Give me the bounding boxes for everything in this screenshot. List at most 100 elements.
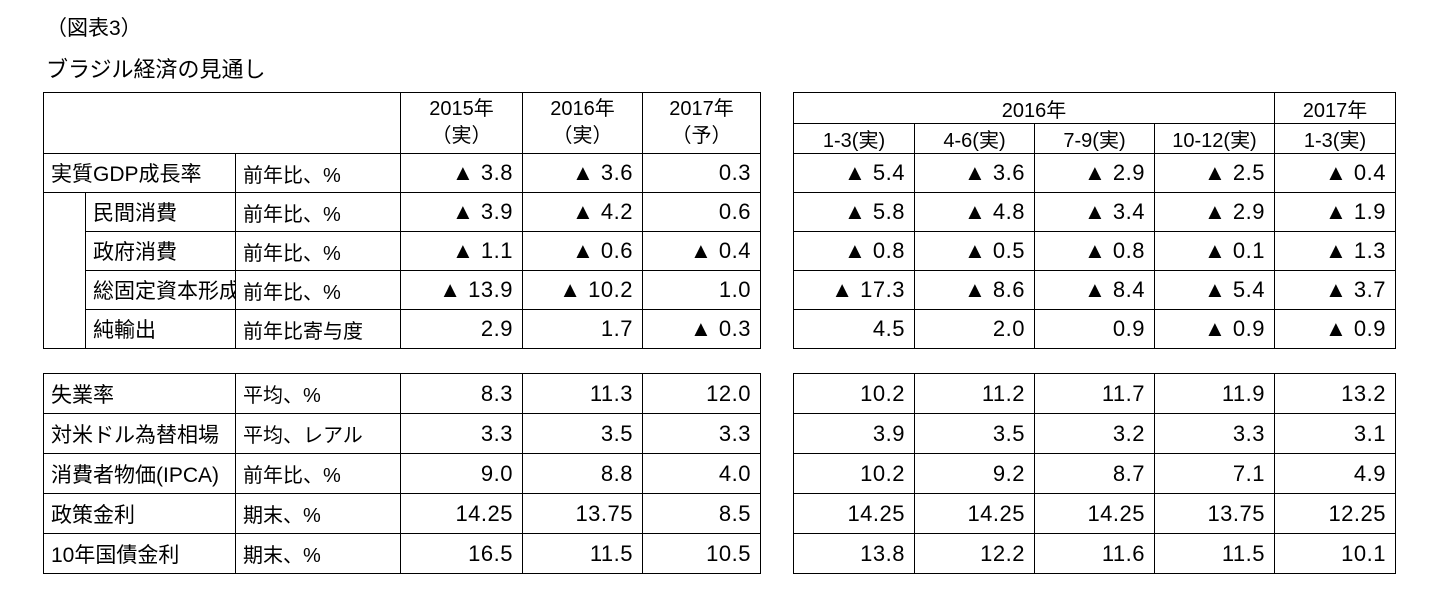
- value-cell: 14.25: [914, 493, 1035, 534]
- value-cell: ▲ 1.9: [1274, 192, 1396, 232]
- value-cell: 3.5: [914, 413, 1035, 454]
- page-title: ブラジル経済の見通し: [46, 57, 266, 82]
- row-government-consumption: 政府消費 前年比、% ▲ 1.1 ▲ 0.6 ▲ 0.4: [44, 231, 762, 271]
- value-cell: ▲ 4.8: [914, 192, 1035, 232]
- row-unit: 期末、%: [235, 533, 401, 574]
- row-label: 純輸出: [85, 309, 236, 349]
- value-cell: ▲ 5.8: [793, 192, 915, 232]
- value-cell: 12.2: [914, 533, 1035, 574]
- value-cell: ▲ 17.3: [793, 270, 915, 310]
- value-cell: 4.9: [1274, 453, 1396, 494]
- value-cell: 14.25: [400, 493, 523, 534]
- row-label: 政策金利: [43, 493, 236, 534]
- value-cell: 9.0: [400, 453, 523, 494]
- value-cell: 16.5: [400, 533, 523, 574]
- value-cell: ▲ 3.9: [400, 192, 524, 232]
- value-cell: 7.1: [1154, 453, 1275, 494]
- row-usd-exchange-rate-quarterly: 3.9 3.5 3.2 3.3 3.1: [793, 413, 1396, 454]
- value-cell: ▲ 5.4: [793, 153, 915, 193]
- row-unit: 前年比、%: [235, 453, 401, 494]
- row-unit: 平均、レアル: [235, 413, 401, 454]
- quarterly-quarter-header-row: 1-3(実) 4-6(実) 7-9(実) 10-12(実) 1-3(実): [793, 123, 1396, 154]
- value-cell: ▲ 1.3: [1274, 231, 1396, 271]
- row-label: 民間消費: [85, 192, 236, 232]
- year-label: 2016年: [550, 98, 615, 120]
- value-cell: 2.9: [400, 309, 524, 349]
- row-unit: 平均、%: [235, 373, 401, 414]
- value-cell: ▲ 8.6: [914, 270, 1035, 310]
- value-cell: 1.7: [522, 309, 644, 349]
- row-unit: 前年比、%: [234, 153, 402, 193]
- value-cell: ▲ 4.2: [522, 192, 644, 232]
- value-cell: 3.1: [1274, 413, 1396, 454]
- value-cell: 8.7: [1034, 453, 1155, 494]
- value-cell: ▲ 3.4: [1034, 192, 1155, 232]
- row-label: 実質GDP成長率: [43, 153, 236, 193]
- row-unit: 前年比、%: [234, 192, 402, 232]
- value-cell: 3.3: [642, 413, 761, 454]
- row-unit: 前年比、%: [234, 231, 402, 271]
- value-cell: 10.1: [1274, 533, 1396, 574]
- row-unit: 前年比、%: [234, 270, 402, 310]
- year-header-2016: 2016年: [793, 92, 1275, 124]
- row-label: 失業率: [43, 373, 236, 414]
- value-cell: ▲ 0.4: [1274, 153, 1396, 193]
- annual-col-header-2015: 2015年 （実）: [400, 92, 524, 154]
- value-cell: 12.25: [1274, 493, 1396, 534]
- value-cell: ▲ 1.1: [400, 231, 524, 271]
- year-label: 2015年: [429, 98, 494, 120]
- value-cell: ▲ 3.6: [914, 153, 1035, 193]
- value-cell: 10.2: [793, 453, 915, 494]
- row-private-consumption-quarterly: ▲ 5.8 ▲ 4.8 ▲ 3.4 ▲ 2.9 ▲ 1.9: [793, 192, 1396, 232]
- value-cell: 13.75: [1154, 493, 1275, 534]
- row-usd-exchange-rate: 対米ドル為替相場 平均、レアル 3.3 3.5 3.3: [43, 413, 761, 454]
- actual-label: （実）: [431, 125, 492, 147]
- value-cell: 13.8: [793, 533, 915, 574]
- value-cell: ▲ 0.8: [1034, 231, 1155, 271]
- value-cell: 3.3: [1154, 413, 1275, 454]
- row-unemployment-rate: 失業率 平均、% 8.3 11.3 12.0: [43, 373, 761, 414]
- value-cell: ▲ 3.7: [1274, 270, 1396, 310]
- value-cell: ▲ 0.9: [1274, 309, 1396, 349]
- value-cell: 1.0: [642, 270, 762, 310]
- value-cell: 2.0: [914, 309, 1035, 349]
- value-cell: 11.6: [1034, 533, 1155, 574]
- value-cell: 14.25: [1034, 493, 1155, 534]
- value-cell: 13.2: [1274, 373, 1396, 414]
- year-label: 2017年: [669, 98, 734, 120]
- row-unit: 期末、%: [235, 493, 401, 534]
- annual-col-header-2017: 2017年 （予）: [642, 92, 762, 154]
- actual-label: （実）: [552, 125, 613, 147]
- quarter-header: 7-9(実): [1034, 123, 1155, 154]
- value-cell: 0.3: [642, 153, 762, 193]
- row-label: 総固定資本形成: [85, 270, 236, 310]
- row-net-exports: 純輸出 前年比寄与度 2.9 1.7 ▲ 0.3: [44, 309, 762, 349]
- row-gross-fixed-capital-formation-quarterly: ▲ 17.3 ▲ 8.6 ▲ 8.4 ▲ 5.4 ▲ 3.7: [793, 270, 1396, 310]
- value-cell: ▲ 3.6: [522, 153, 644, 193]
- row-unit: 前年比寄与度: [234, 309, 402, 349]
- value-cell: ▲ 0.1: [1154, 231, 1275, 271]
- row-private-consumption: 民間消費 前年比、% ▲ 3.9 ▲ 4.2 0.6: [43, 192, 762, 349]
- figure-label: （図表3）: [46, 17, 142, 40]
- value-cell: 3.2: [1034, 413, 1155, 454]
- value-cell: 0.6: [642, 192, 762, 232]
- value-cell: 11.5: [1154, 533, 1275, 574]
- value-cell: 13.75: [522, 493, 643, 534]
- row-unemployment-rate-quarterly: 10.2 11.2 11.7 11.9 13.2: [793, 373, 1396, 414]
- value-cell: ▲ 0.6: [522, 231, 644, 271]
- row-real-gdp-quarterly: ▲ 5.4 ▲ 3.6 ▲ 2.9 ▲ 2.5 ▲ 0.4: [793, 153, 1396, 193]
- annual-col-header-2016: 2016年 （実）: [522, 92, 644, 154]
- value-cell: ▲ 13.9: [400, 270, 524, 310]
- row-label: 政府消費: [85, 231, 236, 271]
- value-cell: 11.3: [522, 373, 643, 414]
- value-cell: ▲ 0.3: [642, 309, 762, 349]
- quarterly-gdp-table: 2016年 2017年 1-3(実) 4-6(実) 7-9(実) 10-12(実…: [793, 92, 1396, 349]
- value-cell: 12.0: [642, 373, 761, 414]
- value-cell: 11.2: [914, 373, 1035, 414]
- indent-cell: [43, 192, 86, 349]
- value-cell: 8.3: [400, 373, 523, 414]
- row-label: 対米ドル為替相場: [43, 413, 236, 454]
- value-cell: ▲ 5.4: [1154, 270, 1275, 310]
- row-label: 消費者物価(IPCA): [43, 453, 236, 494]
